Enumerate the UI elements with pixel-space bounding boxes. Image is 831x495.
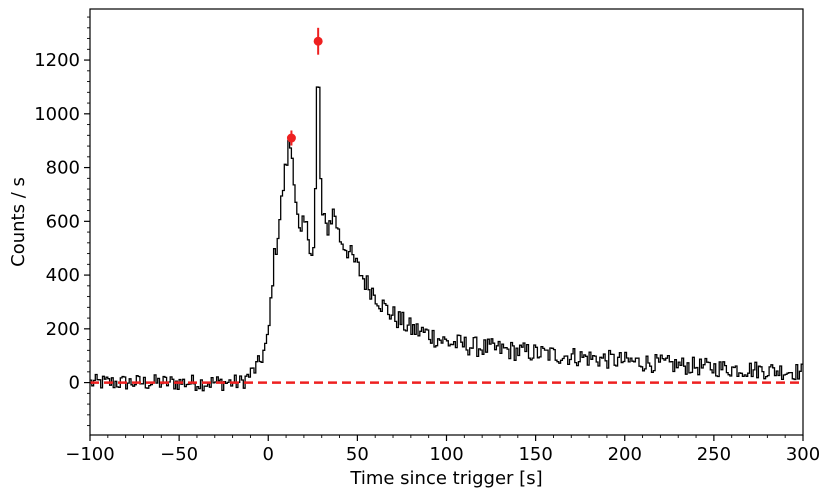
y-tick-label: 600 bbox=[46, 211, 80, 232]
plot-content bbox=[90, 27, 803, 392]
x-tick-label: 300 bbox=[786, 444, 820, 465]
peak-marker-2 bbox=[313, 36, 323, 46]
x-tick-label: 200 bbox=[608, 444, 642, 465]
y-tick-label: 400 bbox=[46, 265, 80, 286]
peak-marker-1 bbox=[286, 133, 296, 143]
y-axis-label: Counts / s bbox=[8, 177, 29, 267]
light-curve-step-line bbox=[90, 86, 803, 392]
x-tick-label: 0 bbox=[263, 444, 274, 465]
x-tick-label: −50 bbox=[160, 444, 198, 465]
x-tick-label: 100 bbox=[429, 444, 463, 465]
x-axis-label: Time since trigger [s] bbox=[349, 468, 542, 489]
y-tick-label: 800 bbox=[46, 158, 80, 179]
y-tick-label: 200 bbox=[46, 319, 80, 340]
y-tick-label: 1200 bbox=[34, 50, 80, 71]
y-tick-label: 1000 bbox=[34, 104, 80, 125]
y-tick-label: 0 bbox=[69, 373, 80, 394]
x-tick-label: −100 bbox=[65, 444, 114, 465]
x-axis-ticks: −100 −50 0 50 100 150 200 250 300 bbox=[65, 435, 820, 465]
plot-background bbox=[90, 9, 803, 435]
y-axis-ticks: 0 200 400 600 800 1000 1200 bbox=[34, 16, 90, 427]
x-tick-label: 250 bbox=[697, 444, 731, 465]
x-tick-label: 150 bbox=[518, 444, 552, 465]
x-tick-label: 50 bbox=[346, 444, 369, 465]
